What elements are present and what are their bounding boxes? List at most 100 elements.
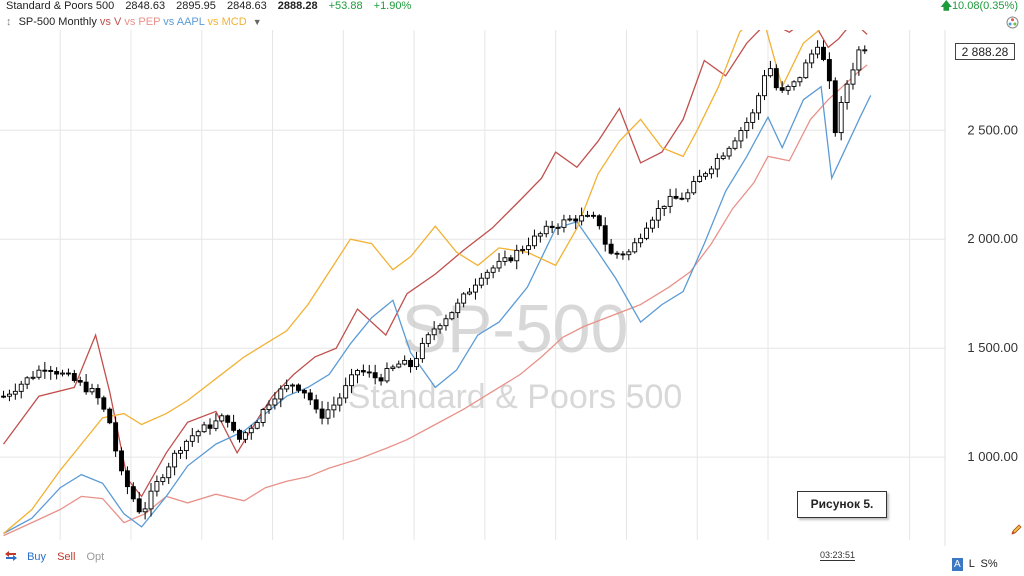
legend-item-v[interactable]: V	[113, 16, 122, 28]
candle	[838, 102, 844, 134]
candle	[284, 385, 290, 390]
candle	[337, 397, 343, 406]
candle	[762, 75, 767, 97]
trade-arrows-icon[interactable]	[4, 550, 18, 562]
instrument-name: Standard & Poors 500	[6, 0, 115, 12]
candle	[260, 409, 266, 423]
candle	[596, 215, 602, 227]
auto-scale-button[interactable]: A	[952, 558, 963, 571]
candle	[708, 168, 714, 175]
candle	[12, 390, 18, 395]
log-scale-button[interactable]: L	[968, 558, 975, 570]
candle	[561, 219, 567, 228]
candle	[18, 383, 24, 392]
sell-button[interactable]: Sell	[57, 551, 76, 563]
candle	[101, 397, 107, 410]
candle	[242, 432, 248, 440]
pencil-icon[interactable]	[1010, 524, 1022, 536]
candle	[325, 409, 331, 419]
candle	[449, 312, 455, 320]
candle	[691, 181, 697, 194]
last-price-label: 2 888.28	[955, 43, 1015, 60]
legend-main[interactable]: SP-500 Monthly	[18, 16, 97, 28]
candle	[237, 429, 242, 440]
price-chart[interactable]: SP-500 Standard & Poors 500 1 000.001 50…	[0, 30, 1024, 546]
candle	[172, 452, 178, 468]
candle	[48, 369, 54, 372]
candle	[785, 85, 791, 91]
candle	[54, 371, 60, 375]
candle	[266, 404, 272, 411]
candle	[632, 242, 638, 253]
candle	[809, 53, 815, 64]
candle	[148, 490, 154, 510]
close-value: 2888.28	[277, 0, 318, 12]
candle	[738, 130, 744, 142]
candle	[349, 374, 355, 387]
percent-scale-button[interactable]: S%	[980, 558, 998, 570]
series-line-v	[2, 30, 868, 498]
candle	[520, 248, 526, 251]
candle	[301, 389, 307, 394]
candle	[590, 214, 596, 217]
candle	[490, 267, 496, 273]
legend-vs-pep: vs	[121, 16, 139, 28]
candle	[821, 46, 826, 60]
candle	[248, 427, 254, 434]
change-pct-value: +1.90%	[373, 0, 412, 12]
legend-item-pep[interactable]: PEP	[138, 16, 161, 28]
candle	[231, 421, 237, 431]
candle	[797, 77, 803, 83]
candle	[254, 421, 260, 429]
candle	[319, 408, 325, 419]
candle	[378, 377, 384, 382]
candle	[6, 393, 12, 397]
candle	[620, 253, 626, 256]
candle	[697, 175, 703, 183]
legend-vs-v: vs	[99, 16, 114, 28]
candle	[661, 205, 667, 209]
candle	[832, 80, 838, 134]
candle	[472, 284, 478, 293]
candle	[130, 486, 136, 500]
options-button[interactable]: Opt	[86, 551, 105, 563]
candle	[744, 121, 750, 132]
candle	[856, 49, 862, 71]
candle	[30, 376, 36, 379]
change-value: +53.88	[328, 0, 363, 12]
drag-grip-icon[interactable]: ↕	[6, 16, 12, 28]
legend-item-aapl[interactable]: AAPL	[176, 16, 205, 28]
series-line-mcd	[3, 30, 821, 534]
candle	[667, 195, 673, 207]
legend-vs-mcd: vs	[204, 16, 222, 28]
right-change-pct: (0.35%)	[979, 0, 1018, 12]
low-value: 2848.63	[226, 0, 267, 12]
candle	[24, 377, 30, 385]
candle	[408, 359, 414, 368]
candle	[437, 325, 443, 330]
candle	[644, 227, 649, 239]
candle	[372, 372, 378, 379]
candle	[703, 173, 708, 177]
legend-vs-aapl: vs	[160, 16, 177, 28]
candle	[862, 49, 868, 52]
candle	[573, 218, 579, 222]
candle	[555, 226, 561, 229]
legend-item-mcd[interactable]: MCD	[221, 16, 247, 28]
candle	[225, 415, 231, 423]
candle	[779, 87, 785, 91]
candle	[396, 363, 402, 368]
candle	[608, 243, 614, 254]
candle	[467, 291, 473, 295]
candle	[602, 225, 608, 245]
candle	[136, 498, 142, 513]
settings-icon[interactable]	[1006, 16, 1019, 29]
chevron-down-icon[interactable]: ▼	[252, 17, 262, 27]
candle	[124, 470, 130, 488]
realtime-change: 🡅10.08(0.35%)	[941, 0, 1018, 13]
buy-button[interactable]: Buy	[27, 551, 47, 563]
candle	[384, 368, 390, 382]
candle	[60, 372, 65, 375]
right-change-value: 10.08	[951, 0, 980, 12]
candle	[272, 398, 278, 406]
